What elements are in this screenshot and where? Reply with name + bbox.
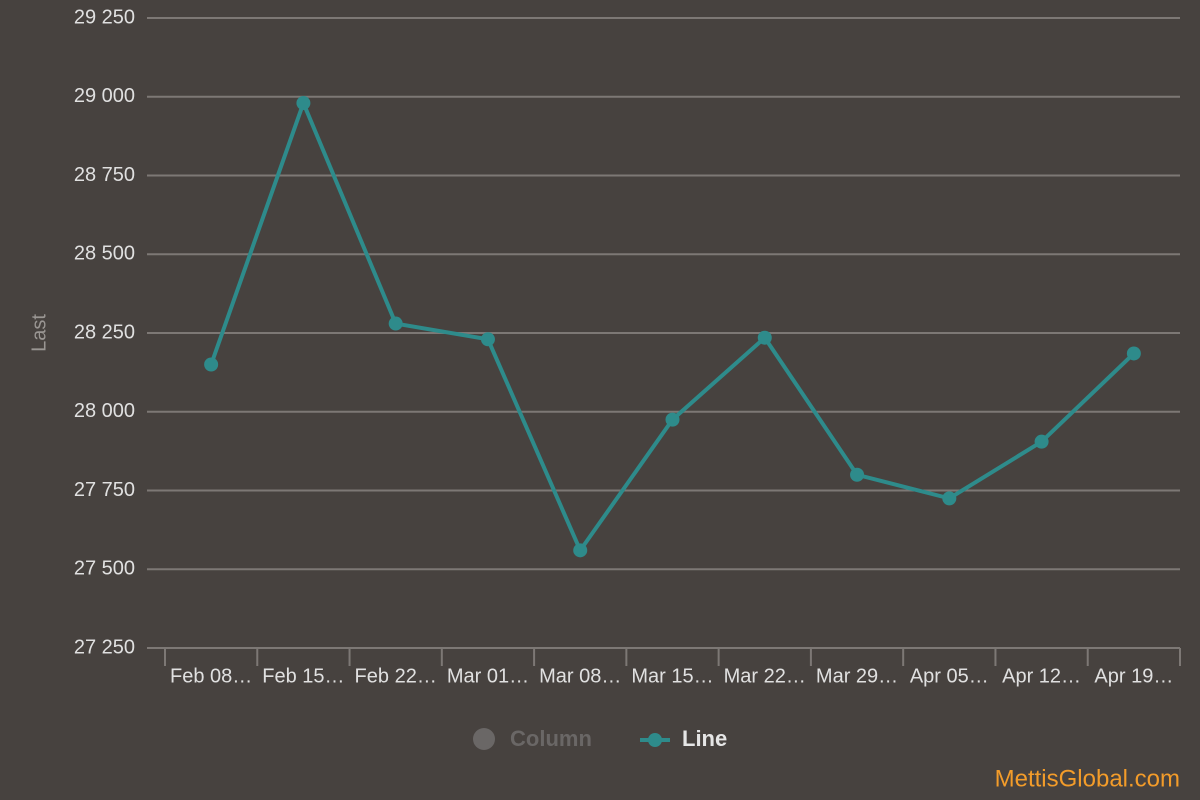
point: [1034, 434, 1049, 449]
y-tick-label: 29 250: [74, 6, 135, 28]
y-tick-label: 27 750: [74, 479, 135, 501]
x-tick-label: Mar 22…: [724, 665, 806, 687]
x-tick-label: Feb 15…: [262, 665, 344, 687]
y-tick-label: 29 000: [74, 85, 135, 107]
point: [665, 412, 680, 427]
x-tick-label: Mar 29…: [816, 665, 898, 687]
legend-marker: [648, 733, 662, 747]
point: [942, 491, 957, 506]
point: [388, 316, 403, 331]
x-tick-label: Mar 15…: [631, 665, 713, 687]
y-tick-label: 28 250: [74, 321, 135, 343]
x-tick-label: Apr 05…: [910, 665, 989, 687]
y-axis-label: Last: [28, 314, 50, 352]
legend-marker: [473, 728, 495, 750]
x-tick-label: Apr 12…: [1002, 665, 1081, 687]
x-tick-label: Feb 08…: [170, 665, 252, 687]
x-tick-label: Mar 01…: [447, 665, 529, 687]
source: MettisGlobal.com: [995, 765, 1180, 792]
point: [480, 332, 495, 347]
y-tick-label: 27 500: [74, 558, 135, 580]
y-tick-label: 27 250: [74, 636, 135, 658]
legend-label: Line: [682, 726, 727, 751]
point: [573, 543, 588, 558]
x-tick-label: Mar 08…: [539, 665, 621, 687]
point: [296, 96, 311, 111]
point: [204, 357, 219, 372]
legend-label: Column: [510, 726, 592, 751]
point: [850, 467, 865, 482]
point: [757, 330, 772, 345]
point: [1126, 346, 1141, 361]
x-tick-label: Apr 19…: [1094, 665, 1173, 687]
y-tick-label: 28 750: [74, 164, 135, 186]
x-tick-label: Feb 22…: [355, 665, 437, 687]
y-tick-label: 28 000: [74, 400, 135, 422]
y-tick-label: 28 500: [74, 243, 135, 265]
